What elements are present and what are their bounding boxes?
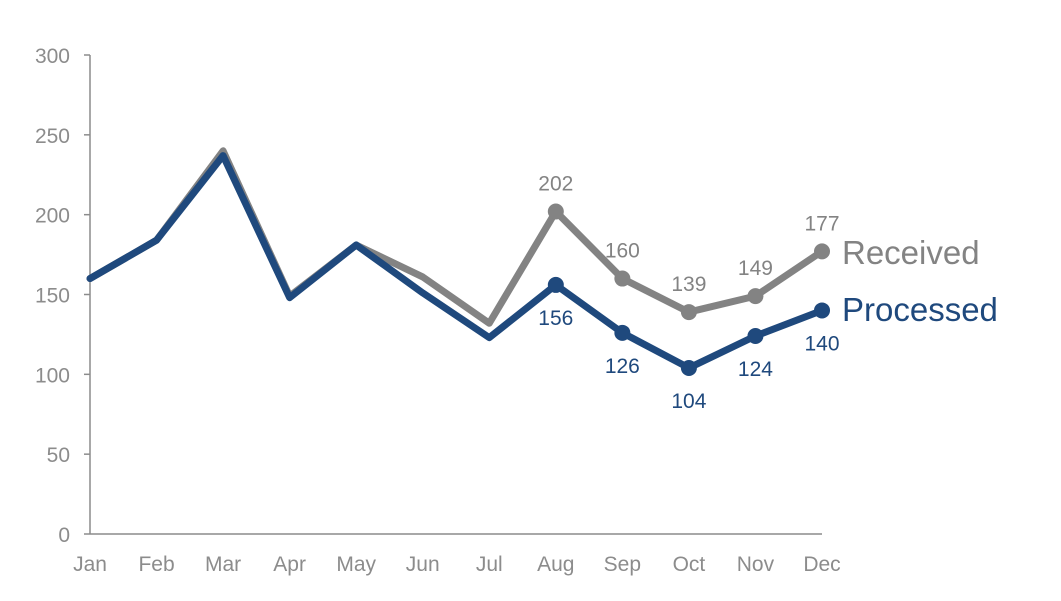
data-point-processed [814,302,830,319]
series-line-received [86,147,826,327]
y-tick-label: 50 [47,444,70,467]
data-label-processed: 140 [804,332,839,355]
legend-label-processed: Processed [842,291,998,328]
x-tick-label: Apr [273,553,306,576]
data-point-received [547,203,564,220]
x-tick-label: Mar [205,553,241,576]
data-point-received [747,288,764,305]
x-tick-label: Nov [737,553,775,576]
x-tick-label: Sep [604,553,641,576]
x-tick-label: May [336,553,376,576]
y-tick-label: 150 [35,285,70,308]
data-point-received [814,243,830,260]
y-tick-label: 200 [35,205,70,228]
x-tick-label: Oct [673,553,706,576]
data-label-processed: 126 [605,355,640,378]
data-point-received [680,304,697,321]
x-tick-label: Aug [537,553,574,576]
y-tick-label: 300 [35,45,70,68]
y-tick-label: 0 [58,524,70,547]
axes: 0 50 100 150 200 250 300 Jan Feb Mar Apr May Jun Jul A… [35,45,841,576]
x-tick-label: Feb [138,553,174,576]
data-label-received: 177 [804,212,839,235]
data-label-processed: 156 [538,307,573,330]
y-tick-label: 250 [35,125,70,148]
data-label-received: 160 [605,240,640,263]
data-labels: 202 160 139 149 177 156 126 104 124 140 [538,172,839,412]
data-point-processed [547,276,564,293]
data-point-received [614,270,631,287]
data-point-processed [747,328,764,345]
series-markers [547,203,830,376]
data-label-processed: 124 [738,358,773,381]
x-tick-label: Jul [476,553,503,576]
data-label-received: 149 [738,257,773,280]
data-label-received: 202 [538,172,573,195]
data-point-processed [614,324,631,341]
data-label-processed: 104 [671,390,706,413]
series-lines [86,147,826,372]
data-point-processed [680,359,697,376]
x-tick-label: Jan [73,553,107,576]
x-tick-label: Dec [803,553,840,576]
x-tick-label: Jun [406,553,440,576]
series-line-processed [86,152,826,372]
data-label-received: 139 [671,273,706,296]
legend-label-received: Received [842,234,980,271]
y-tick-label: 100 [35,364,70,387]
legend: Received Processed [842,234,998,328]
